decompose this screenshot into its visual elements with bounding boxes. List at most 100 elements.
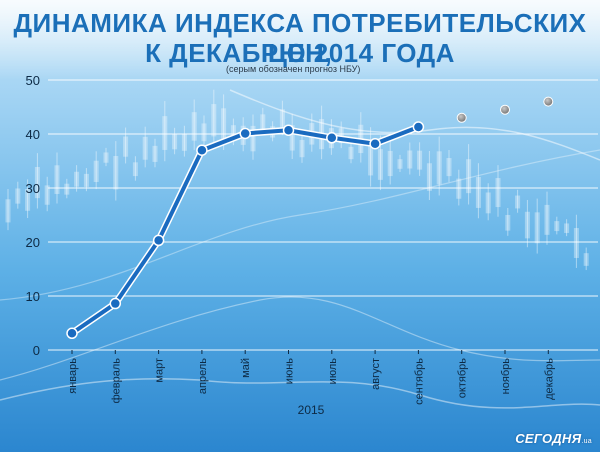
decor-candle <box>377 149 383 180</box>
cpi-data-point <box>239 127 251 140</box>
y-tick-label: 10 <box>26 289 40 304</box>
decor-candle <box>25 189 31 211</box>
decor-candle <box>387 150 393 177</box>
decor-candle <box>162 116 168 150</box>
background-decoration <box>0 89 600 409</box>
x-tick-label: июнь <box>284 358 296 384</box>
decor-candle <box>191 112 197 141</box>
forecast-point <box>456 112 467 123</box>
decor-candle <box>93 160 99 183</box>
y-tick-label: 20 <box>26 235 40 250</box>
decor-candle <box>475 176 481 208</box>
decor-candle <box>485 192 491 214</box>
cpi-data-point <box>326 132 338 144</box>
cpi-data-point <box>412 121 425 133</box>
decor-candle <box>417 150 423 170</box>
decor-candle <box>505 214 511 231</box>
brand-name: СЕГОДНЯ <box>515 431 582 446</box>
y-axis: 0 10 20 30 40 50 <box>26 73 40 358</box>
decor-curve <box>0 296 600 381</box>
decor-candle <box>34 166 40 199</box>
brand-suffix: .ua <box>581 438 592 445</box>
chart-subtitle: (серым обозначен прогноз НБУ) <box>226 64 361 74</box>
decor-candle <box>534 212 540 244</box>
decor-candle <box>83 173 89 187</box>
decor-candle <box>397 159 403 169</box>
decor-candle <box>123 136 129 157</box>
x-tick-label: август <box>370 358 382 390</box>
decor-candle <box>260 114 266 129</box>
decor-candle <box>44 185 50 205</box>
decor-candle <box>113 155 119 190</box>
brand-logo: СЕГОДНЯ.ua <box>515 431 592 446</box>
y-tick-label: 40 <box>26 127 40 142</box>
decor-candle <box>515 195 521 209</box>
decor-candle <box>74 171 80 187</box>
decor-candle <box>5 199 11 223</box>
decor-candle <box>436 151 442 185</box>
decor-candle <box>289 125 295 151</box>
decor-candle <box>426 163 432 191</box>
x-axis-label: 2015 <box>298 403 325 417</box>
cpi-data-point <box>196 144 208 156</box>
decor-candle <box>466 159 472 194</box>
decor-candle <box>583 253 589 266</box>
decor-curve <box>0 149 600 301</box>
decor-candle <box>348 146 354 160</box>
decor-candle <box>564 223 570 233</box>
decor-candle <box>211 104 217 137</box>
x-tick-label: апрель <box>197 358 209 394</box>
decor-curve <box>0 377 600 409</box>
cpi-data-point <box>109 297 122 310</box>
decor-candle <box>15 188 21 204</box>
x-tick-label: март <box>154 358 166 383</box>
y-tick-label: 30 <box>26 181 40 196</box>
decor-candle <box>103 152 109 163</box>
decor-candle <box>407 150 413 169</box>
decor-candle <box>250 125 256 152</box>
decor-candle <box>172 134 178 150</box>
data-series <box>66 96 554 340</box>
x-tick-label: июль <box>327 358 339 385</box>
x-axis: январь февраль март апрель май июнь июль август… <box>67 350 555 405</box>
x-tick-label: январь <box>67 358 79 394</box>
cpi-data-point <box>66 327 78 340</box>
decor-curve <box>229 89 600 161</box>
decor-candle <box>54 165 60 194</box>
x-tick-label: октябрь <box>457 358 469 398</box>
title-fade <box>0 0 600 80</box>
decor-candle <box>573 228 579 258</box>
decor-candle <box>152 145 158 162</box>
decor-candle <box>524 211 530 239</box>
decor-candle <box>554 221 560 232</box>
x-tick-label: май <box>240 358 252 378</box>
cpi-data-point <box>369 137 381 150</box>
forecast-point <box>500 104 510 115</box>
x-tick-label: ноябрь <box>500 358 512 395</box>
x-tick-label: декабрь <box>543 358 555 400</box>
decor-candle <box>201 123 207 142</box>
decor-candle <box>181 133 187 151</box>
cpi-data-point <box>152 234 165 247</box>
chart-title-line-2: К ДЕКАБРЮ 2014 ГОДА <box>145 38 455 68</box>
decor-candle <box>64 183 70 195</box>
decor-candle <box>446 158 452 177</box>
decor-candle <box>142 136 148 160</box>
decor-candle <box>299 140 305 158</box>
decor-candle <box>544 204 550 235</box>
forecast-point <box>543 96 554 107</box>
y-tick-label: 50 <box>26 73 40 88</box>
decor-candle <box>221 108 227 140</box>
decor-candle <box>230 125 236 141</box>
decor-candle <box>456 178 462 199</box>
chart-title-line-1: ДИНАМИКА ИНДЕКСА ПОТРЕБИТЕЛЬСКИХ ЦЕН, <box>13 8 587 68</box>
x-tick-label: февраль <box>110 358 122 404</box>
decor-candle <box>495 178 501 208</box>
decor-candle <box>368 142 374 176</box>
y-tick-label: 0 <box>33 343 40 358</box>
decor-candle <box>132 162 138 177</box>
decor-candle <box>279 109 285 129</box>
x-tick-label: сентябрь <box>413 358 425 405</box>
